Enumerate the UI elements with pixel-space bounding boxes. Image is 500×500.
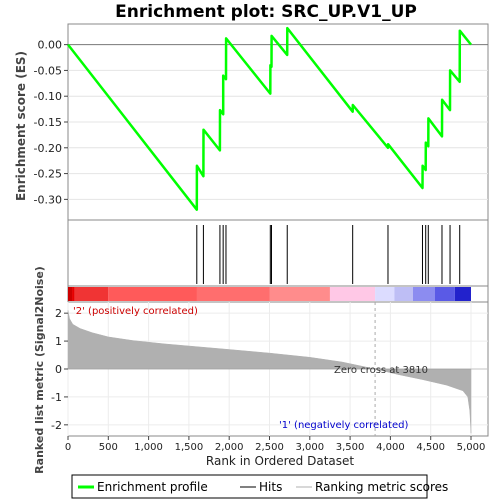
es-y-axis-label: Enrichment score (ES)	[14, 51, 28, 201]
rank-y-tick-label: 2	[55, 307, 62, 320]
negative-correlation-label: '1' (negatively correlated)	[279, 420, 408, 431]
color-bar-segment	[329, 287, 376, 301]
legend-profile-label: Enrichment profile	[97, 480, 208, 494]
rank-x-axis-label: Rank in Ordered Dataset	[206, 454, 354, 468]
color-bar-segment	[68, 287, 73, 301]
rank-x-ticks: 0 500 1,000 1,500 2,000 2,500 3,000 3,500 4,000 4…	[65, 436, 486, 453]
positive-correlation-label: '2' (positively correlated)	[73, 306, 198, 317]
rank-y-axis-label: Ranked list metric (Signal2Noise)	[33, 266, 46, 474]
color-bar-segment	[72, 287, 75, 301]
rank-y-ticks: 2 1 0 -1 -2	[51, 307, 68, 432]
chart-title: Enrichment plot: SRC_UP.V1_UP	[115, 2, 417, 22]
color-bar-segment	[412, 287, 435, 301]
es-y-tick-label: -0.05	[34, 64, 62, 77]
rank-x-tick-label: 5,000	[457, 442, 486, 453]
color-bar-segment	[375, 287, 395, 301]
color-bar-segment	[196, 287, 270, 301]
es-gridlines	[68, 44, 488, 200]
rank-x-tick-label: 4,500	[416, 442, 445, 453]
es-y-tick-label: -0.15	[34, 116, 62, 129]
rank-y-tick-label: 0	[55, 363, 62, 376]
es-y-tick-label: 0.00	[38, 39, 63, 52]
ranking-metric-area	[67, 310, 472, 434]
hits-panel-frame	[67, 219, 489, 287]
es-y-tick-label: -0.20	[34, 142, 62, 155]
color-bar-segment	[434, 287, 455, 301]
enrichment-profile-line	[67, 26, 472, 211]
ranking-color-bar	[68, 287, 471, 301]
rank-x-tick-label: 1,500	[175, 442, 204, 453]
ranking-metric-layer	[67, 302, 488, 436]
es-y-tick-label: -0.30	[34, 193, 62, 206]
rank-x-tick-label: 2,000	[215, 442, 244, 453]
rank-x-tick-label: 2,500	[255, 442, 284, 453]
zero-cross-label: Zero cross at 3810	[334, 365, 428, 376]
rank-x-tick-label: 0	[65, 442, 71, 453]
color-bar-segment	[108, 287, 197, 301]
color-bar-segment	[394, 287, 413, 301]
legend-hits-label: Hits	[259, 480, 282, 494]
rank-x-tick-label: 3,500	[336, 442, 365, 453]
es-y-ticks: 0.00 -0.05 -0.10 -0.15 -0.20 -0.25 -0.30	[34, 39, 68, 206]
hits-layer	[196, 225, 461, 284]
enrichment-profile-layer	[67, 26, 472, 211]
es-y-tick-label: -0.10	[34, 90, 62, 103]
rank-x-tick-label: 1,000	[134, 442, 163, 453]
es-y-tick-label: -0.25	[34, 168, 62, 181]
rank-y-tick-label: 1	[55, 335, 62, 348]
color-bar-segment	[269, 287, 330, 301]
legend-metric-label: Ranking metric scores	[315, 480, 448, 494]
rank-y-tick-label: -2	[51, 419, 62, 432]
rank-x-tick-label: 4,000	[376, 442, 405, 453]
color-bar-segment	[454, 287, 471, 301]
rank-y-tick-label: -1	[51, 391, 62, 404]
color-bar-segment	[74, 287, 109, 301]
rank-x-tick-label: 3,000	[295, 442, 324, 453]
rank-x-tick-label: 500	[99, 442, 118, 453]
